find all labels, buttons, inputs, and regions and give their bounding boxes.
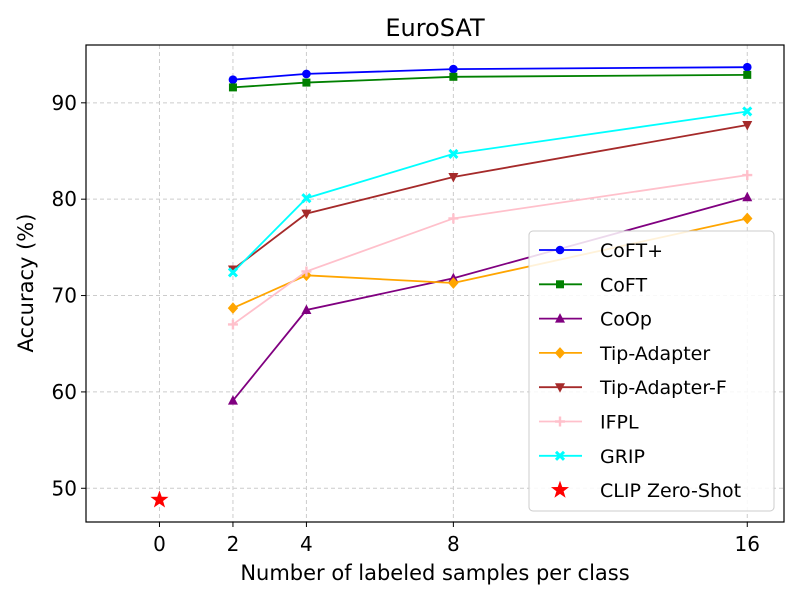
series-grip	[227, 106, 753, 278]
y-tick-label: 70	[52, 284, 77, 308]
ticks: 0 2 4 8 16 50 60 70 80 90	[52, 91, 760, 556]
legend-item-tip-adapter-f: Tip-Adapter-F	[539, 377, 727, 399]
data-point-ifpl	[742, 170, 753, 181]
legend-marker-ifpl	[555, 416, 565, 427]
legend-label: CoFT	[600, 274, 647, 296]
legend-item-coop: CoOp	[539, 309, 652, 331]
chart-title: EuroSAT	[385, 14, 485, 42]
legend-marker-coft	[555, 245, 565, 255]
x-tick-label: 2	[227, 532, 240, 556]
legend-label: CoOp	[600, 309, 652, 331]
legend-item-tip-adapter: Tip-Adapter	[539, 343, 710, 365]
series-clip-zero-shot	[150, 490, 169, 508]
data-point-tip-adapter	[742, 212, 753, 225]
data-point-coft	[302, 78, 311, 87]
series-line-ifpl	[232, 174, 748, 326]
legend-item-grip: GRIP	[539, 446, 645, 468]
series-line-coft	[232, 73, 748, 89]
y-axis-label: Accuracy (%)	[14, 214, 38, 353]
legend-label: CoFT+	[600, 240, 663, 262]
data-point-coft	[449, 64, 458, 74]
data-point-ifpl	[227, 319, 238, 330]
legend-label: GRIP	[600, 446, 645, 468]
legend-marker-coop	[555, 313, 565, 323]
legend-marker-tip-adapter-f	[555, 383, 565, 393]
series-layer	[150, 62, 753, 508]
data-point-grip	[742, 106, 753, 117]
legend-label: IFPL	[600, 412, 639, 434]
data-point-coft	[742, 62, 752, 72]
legend-label: Tip-Adapter-F	[599, 377, 727, 399]
data-point-tip-adapter-f	[742, 120, 753, 131]
series-ifpl	[227, 170, 753, 330]
data-point-clip-zero-shot	[150, 490, 169, 508]
legend-marker-coft	[556, 280, 564, 289]
data-point-tip-adapter	[448, 277, 459, 289]
legend-item-clip-zero-shot: CLIP Zero-Shot	[550, 480, 741, 502]
legend-label: Tip-Adapter	[599, 343, 710, 365]
data-point-coft	[228, 83, 237, 92]
x-tick-label: 16	[735, 532, 760, 556]
series-line-coft	[232, 66, 748, 81]
data-point-ifpl	[301, 266, 312, 277]
legend: CoFT+ CoFT CoOp Tip-Adapter Tip-Adapter-F IFP…	[528, 230, 775, 512]
data-point-coft	[228, 75, 238, 84]
data-point-coft	[302, 69, 311, 79]
legend-marker-grip	[554, 450, 566, 461]
y-tick-label: 80	[52, 187, 77, 211]
plot-frame	[85, 44, 785, 523]
data-point-coop	[742, 191, 753, 202]
data-point-coop	[301, 304, 312, 314]
x-tick-label: 0	[153, 532, 166, 556]
series-line-grip	[232, 110, 748, 274]
y-tick-label: 90	[52, 91, 77, 115]
y-tick-label: 60	[52, 380, 77, 404]
series-coft	[228, 70, 752, 92]
legend-item-coft: CoFT+	[539, 240, 663, 262]
data-point-grip	[448, 148, 459, 159]
data-point-tip-adapter-f	[448, 173, 459, 183]
legend-item-ifpl: IFPL	[539, 412, 639, 434]
legend-item-coft: CoFT	[539, 274, 647, 296]
x-tick-label: 4	[300, 532, 313, 556]
x-tick-label: 8	[447, 532, 460, 556]
series-line-tip-adapter-f	[232, 124, 748, 271]
legend-marker-clip-zero-shot	[550, 480, 570, 498]
y-tick-label: 50	[52, 476, 77, 500]
legend-marker-tip-adapter	[554, 347, 566, 359]
data-point-tip-adapter-f	[301, 209, 312, 220]
data-point-grip	[301, 193, 312, 204]
x-axis-label: Number of labeled samples per class	[240, 561, 629, 585]
data-point-coft	[743, 70, 752, 79]
data-point-coft	[449, 72, 458, 81]
legend-box	[528, 230, 775, 512]
data-point-ifpl	[448, 213, 459, 224]
data-point-tip-adapter	[227, 302, 239, 314]
series-coft	[228, 62, 752, 84]
data-point-coop	[227, 395, 238, 405]
legend-label: CLIP Zero-Shot	[600, 480, 741, 502]
data-point-grip	[227, 267, 239, 278]
